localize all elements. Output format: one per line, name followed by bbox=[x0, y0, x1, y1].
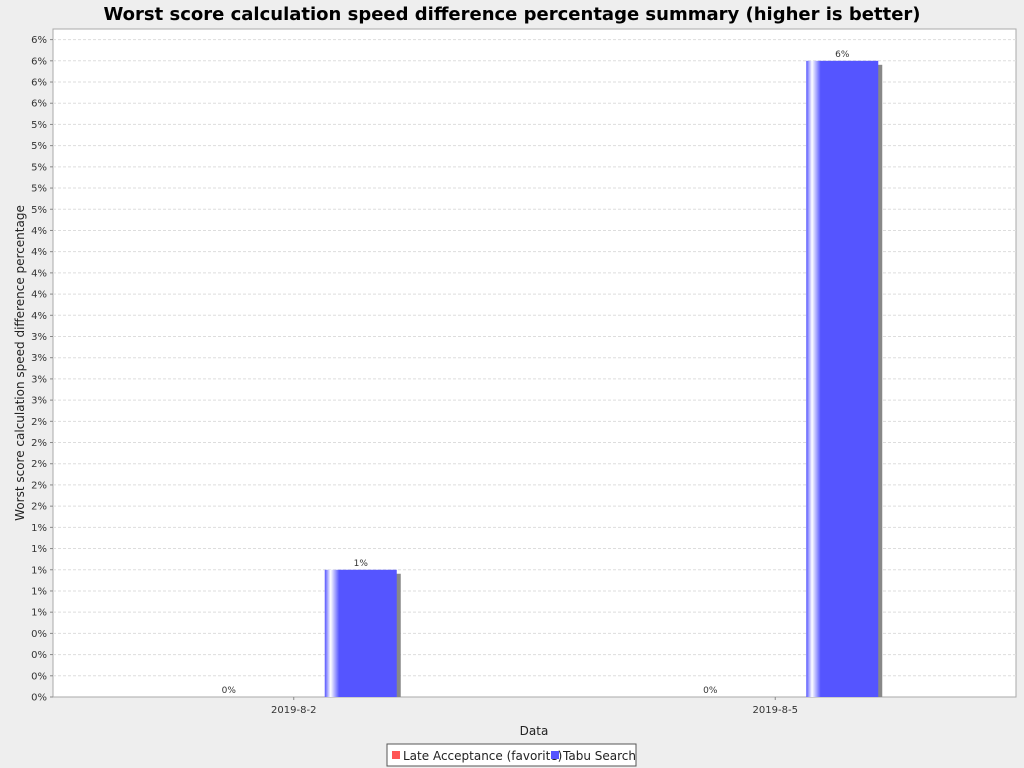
bar bbox=[806, 60, 879, 698]
bars bbox=[324, 60, 883, 698]
y-axis-ticks: 0% 0% 0% 0% 1% 1% 1% 1% 1% 2% 2% 2% 2% 2% 3% 3% 3% 3% 4% 4%… bbox=[31, 35, 53, 704]
y-tick-label: 1% bbox=[31, 523, 47, 534]
legend-swatch-tabu-search bbox=[551, 751, 559, 759]
x-tick-label: 2019-8-2 bbox=[271, 705, 316, 716]
legend-label-late-acceptance: Late Acceptance (favorite) bbox=[403, 749, 562, 763]
y-tick-label: 5% bbox=[31, 184, 47, 195]
bar-value-label: 0% bbox=[703, 686, 718, 696]
y-tick-label: 0% bbox=[31, 671, 47, 682]
bar bbox=[324, 569, 397, 697]
y-tick-label: 4% bbox=[31, 290, 47, 301]
y-tick-label: 3% bbox=[31, 353, 47, 364]
y-tick-label: 2% bbox=[31, 502, 47, 513]
y-tick-label: 1% bbox=[31, 586, 47, 597]
y-tick-label: 3% bbox=[31, 374, 47, 385]
y-axis-label: Worst score calculation speed difference… bbox=[13, 205, 27, 521]
y-tick-label: 6% bbox=[31, 35, 47, 46]
y-tick-label: 1% bbox=[31, 608, 47, 619]
y-tick-label: 4% bbox=[31, 268, 47, 279]
bar-value-label: 6% bbox=[835, 50, 850, 60]
y-tick-label: 3% bbox=[31, 396, 47, 407]
y-tick-label: 2% bbox=[31, 417, 47, 428]
y-tick-label: 3% bbox=[31, 332, 47, 343]
x-tick-label: 2019-8-5 bbox=[753, 705, 798, 716]
y-tick-label: 5% bbox=[31, 141, 47, 152]
y-tick-label: 5% bbox=[31, 205, 47, 216]
y-tick-label: 2% bbox=[31, 459, 47, 470]
y-tick-label: 0% bbox=[31, 693, 47, 704]
y-tick-label: 5% bbox=[31, 120, 47, 131]
bar-value-labels: 0% 1% 0% 6% bbox=[222, 50, 850, 696]
y-tick-label: 6% bbox=[31, 78, 47, 89]
y-tick-label: 2% bbox=[31, 480, 47, 491]
bar-value-label: 1% bbox=[354, 559, 369, 569]
x-axis-label: Data bbox=[520, 724, 549, 738]
bar-value-label: 0% bbox=[222, 686, 237, 696]
y-tick-label: 6% bbox=[31, 99, 47, 110]
y-tick-label: 4% bbox=[31, 226, 47, 237]
y-tick-label: 1% bbox=[31, 565, 47, 576]
y-tick-label: 0% bbox=[31, 650, 47, 661]
legend-label-tabu-search: Tabu Search bbox=[562, 749, 636, 763]
legend: Late Acceptance (favorite) Tabu Search bbox=[386, 743, 637, 767]
y-tick-label: 4% bbox=[31, 311, 47, 322]
y-tick-label: 4% bbox=[31, 247, 47, 258]
y-tick-label: 5% bbox=[31, 162, 47, 173]
y-tick-label: 2% bbox=[31, 438, 47, 449]
x-axis-ticks: 2019-8-2 2019-8-5 bbox=[271, 697, 798, 716]
y-tick-label: 6% bbox=[31, 56, 47, 67]
legend-box bbox=[386, 743, 637, 767]
y-tick-label: 1% bbox=[31, 544, 47, 555]
chart-title: Worst score calculation speed difference… bbox=[103, 4, 920, 25]
legend-swatch-late-acceptance bbox=[392, 751, 400, 759]
y-tick-label: 0% bbox=[31, 629, 47, 640]
